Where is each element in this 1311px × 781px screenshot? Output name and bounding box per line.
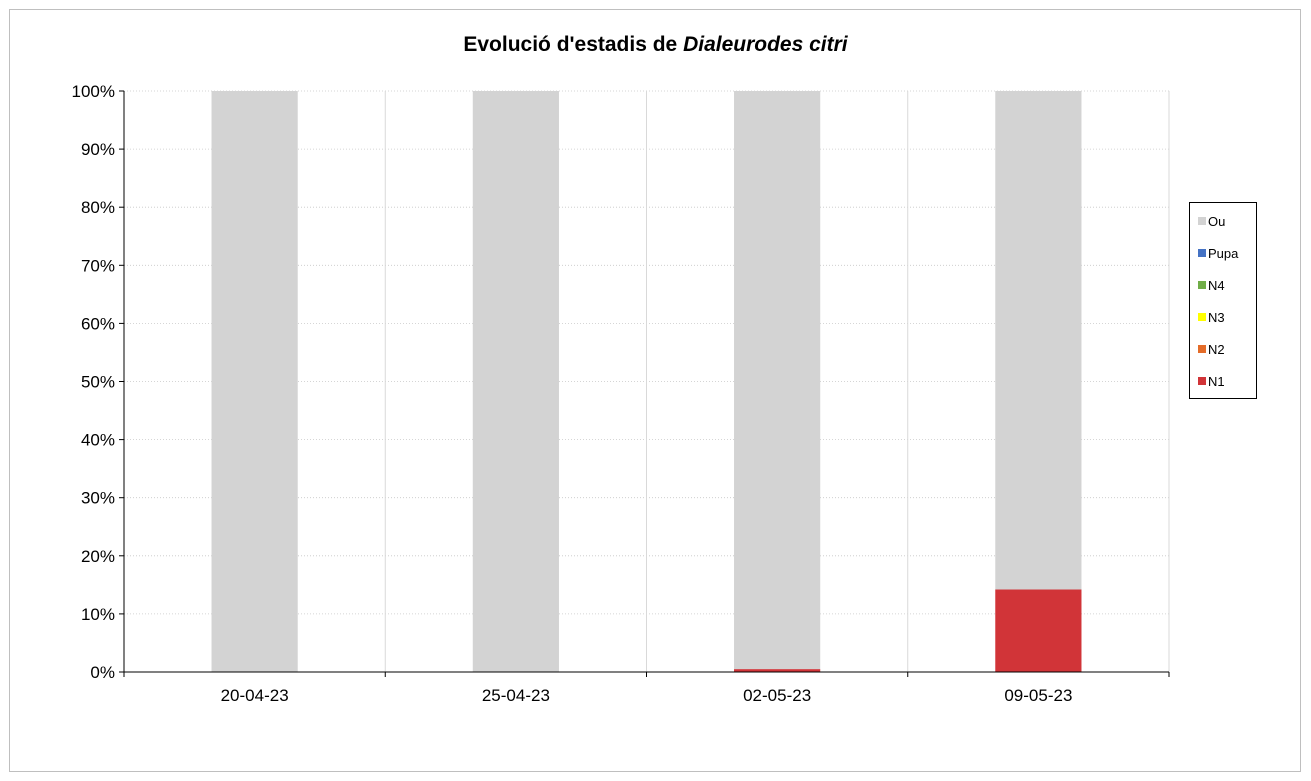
legend-item-n2: N2 [1198, 341, 1225, 357]
legend: Ou Pupa N4 N3 N2 N1 [1189, 202, 1257, 399]
y-tick-label: 70% [81, 256, 115, 275]
bar-n1-02-05-23 [734, 669, 821, 672]
bar-n1-09-05-23 [995, 589, 1082, 672]
legend-swatch [1198, 217, 1206, 225]
bar-ou-09-05-23 [995, 91, 1082, 590]
bar-ou-02-05-23 [734, 91, 821, 670]
legend-swatch [1198, 313, 1206, 321]
bar-ou-20-04-23 [211, 91, 298, 672]
legend-label: N2 [1208, 341, 1225, 357]
bar-ou-25-04-23 [472, 91, 559, 672]
y-tick-label: 30% [81, 489, 115, 508]
y-tick-label: 60% [81, 314, 115, 333]
x-tick-label: 02-05-23 [743, 686, 811, 705]
x-tick-label: 09-05-23 [1004, 686, 1072, 705]
chart-title-text: Evolució d'estadis de [463, 33, 684, 56]
legend-label: N1 [1208, 373, 1225, 389]
legend-swatch [1198, 345, 1206, 353]
chart-title: Evolució d'estadis de Dialeurodes citri [0, 33, 1311, 57]
legend-label: Pupa [1208, 245, 1239, 261]
legend-item-n3: N3 [1198, 309, 1225, 325]
x-tick-label: 25-04-23 [482, 686, 550, 705]
legend-label: N4 [1208, 277, 1225, 293]
legend-item-n1: N1 [1198, 373, 1225, 389]
y-tick-label: 0% [90, 663, 115, 682]
legend-swatch [1198, 281, 1206, 289]
y-tick-label: 40% [81, 431, 115, 450]
legend-swatch [1198, 377, 1206, 385]
legend-item-ou: Ou [1198, 213, 1225, 229]
y-tick-label: 90% [81, 140, 115, 159]
legend-label: N3 [1208, 309, 1225, 325]
legend-swatch [1198, 249, 1206, 257]
y-tick-label: 100% [72, 82, 115, 101]
legend-item-pupa: Pupa [1198, 245, 1238, 261]
x-tick-label: 20-04-23 [221, 686, 289, 705]
legend-label: Ou [1208, 213, 1226, 229]
y-tick-label: 50% [81, 373, 115, 392]
chart-title-species: Dialeurodes citri [683, 33, 848, 56]
y-tick-label: 80% [81, 198, 115, 217]
legend-item-n4: N4 [1198, 277, 1225, 293]
y-tick-label: 20% [81, 547, 115, 566]
y-tick-label: 10% [81, 605, 115, 624]
